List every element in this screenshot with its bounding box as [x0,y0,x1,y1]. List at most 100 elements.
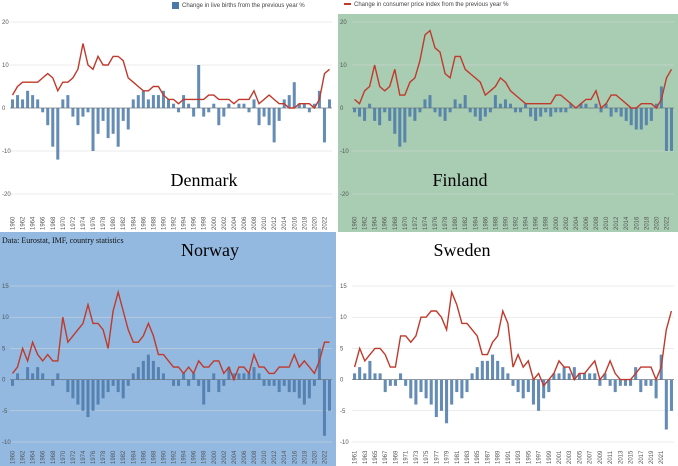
births-bar [227,367,231,380]
births-bar [542,379,546,399]
y-tick-label: 5 [2,346,6,352]
births-bar [277,108,281,121]
x-tick-label: 1988 [151,216,157,230]
chart-svg-denmark: -20 -10 0 10 20 1960 1962 1964 1966 1968 1970 1972 1… [2,20,332,230]
panel-finland: -20 -10 0 10 20 1960 1962 1964 1966 1968 1970 1972 1… [338,14,678,232]
births-bar [654,103,658,108]
births-bar [508,103,512,108]
y-tick-label: 0 [2,106,6,112]
x-tick-label: 1978 [443,216,449,230]
births-bar [51,379,55,386]
births-bar [61,379,65,381]
births-bar [562,367,566,380]
births-bar [161,373,165,380]
x-tick-label: 1992 [172,216,178,230]
births-bar [564,108,568,113]
births-bar [378,108,382,126]
y-tick-label: 20 [2,20,9,26]
births-bar [649,379,653,386]
births-bar [629,108,633,126]
x-tick-label: 1974 [81,216,87,230]
births-bar [398,108,402,147]
x-tick-label: 2020 [654,216,660,230]
x-tick-label: 1976 [91,450,97,464]
births-bar [267,108,271,126]
births-bar [393,379,397,386]
births-bar [378,373,382,380]
x-tick-label: 1980 [111,216,117,230]
births-bar [202,379,206,405]
x-tick-label: 2002 [222,450,228,464]
births-bar [470,373,474,380]
births-bar [539,108,543,117]
births-bar [424,379,428,399]
births-bar [106,379,110,393]
y-tick-label: -5 [340,409,346,415]
births-bar [619,108,623,117]
country-title: Norway [181,240,239,260]
births-bar [31,373,35,380]
x-tick-label: 1962 [21,216,27,230]
births-bar [598,379,602,386]
births-bar [453,99,457,108]
births-bar [368,360,372,380]
x-tick-label: 1977 [434,450,440,464]
x-tick-label: 2003 [567,450,573,464]
x-tick-label: 1965 [373,450,379,464]
births-bar [363,373,367,380]
x-tick-label: 1970 [403,216,409,230]
births-bar [567,373,571,380]
births-bar [212,103,216,108]
births-bar [448,108,452,113]
x-tick-label: 1962 [363,216,369,230]
x-tick-label: 2010 [262,216,268,230]
births-bar [423,99,427,108]
x-tick-label: 1978 [101,216,107,230]
x-tick-label: 2016 [634,216,640,230]
births-bar [156,95,160,108]
births-bar [212,373,216,380]
births-bar [111,108,115,134]
x-tick-label: 2006 [242,216,248,230]
x-tick-label: 1975 [424,450,430,464]
births-bar [373,373,377,380]
x-tick-label: 1974 [81,450,87,464]
births-bar [136,95,140,108]
births-bar [26,367,30,380]
births-bar [514,108,518,113]
x-tick-label: 2004 [232,450,238,464]
x-tick-label: 1972 [413,216,419,230]
x-tick-label: 2016 [292,216,298,230]
births-bar [317,348,321,380]
x-tick-label: 1966 [383,216,389,230]
chart-svg-finland: -20 -10 0 10 20 1960 1962 1964 1966 1968 1970 1972 1… [340,20,674,230]
births-bar [141,90,145,108]
x-tick-label: 1995 [526,450,532,464]
births-bar [161,90,165,108]
x-tick-label: 1982 [463,216,469,230]
births-bar [547,379,551,393]
births-bar [16,373,20,380]
births-bar [91,379,95,411]
y-tick-label: 20 [340,20,347,26]
births-bar [613,379,617,393]
y-tick-label: -20 [340,192,349,198]
births-bar [11,99,15,108]
x-tick-label: 1983 [465,450,471,464]
x-tick-label: 2004 [574,216,580,230]
x-tick-label: 1990 [161,216,167,230]
x-tick-label: 2022 [322,450,328,464]
births-bar [257,373,261,380]
births-bar [86,108,90,113]
births-bar [388,108,392,121]
x-tick-label: 1992 [514,216,520,230]
x-tick-label: 2002 [564,216,570,230]
x-tick-label: 1992 [172,450,178,464]
births-bar [182,95,186,108]
births-bar [252,367,256,380]
legend-label-cpi: Change in consumer price index from the … [354,2,509,8]
births-bar [393,108,397,134]
births-bar [61,99,65,108]
x-tick-label: 1964 [31,450,37,464]
x-tick-label: 1972 [71,216,77,230]
